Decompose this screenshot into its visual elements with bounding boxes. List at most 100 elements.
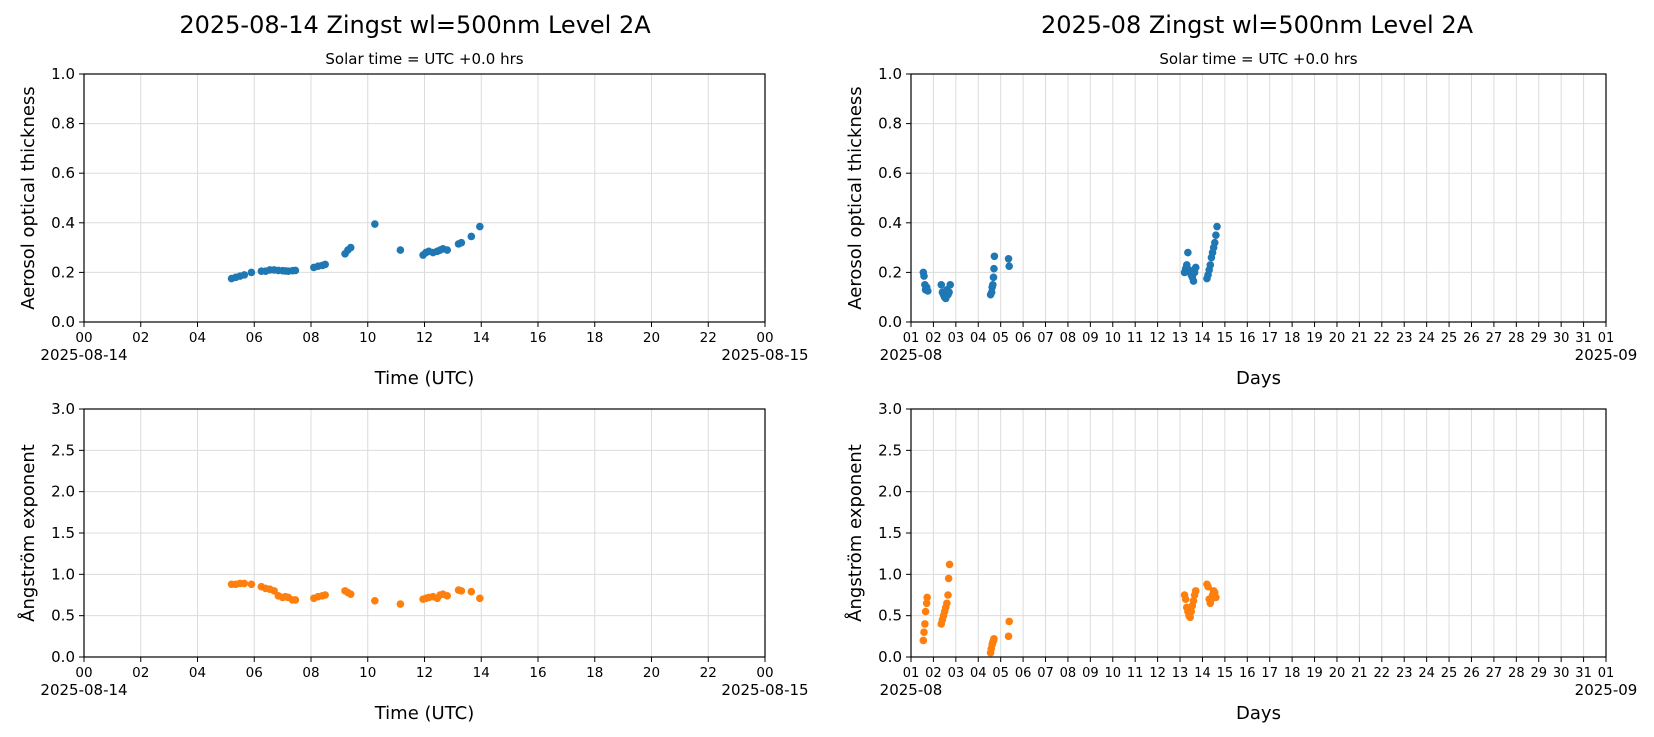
data-point [270, 587, 278, 595]
data-point [1187, 607, 1196, 616]
data-point [1212, 231, 1220, 239]
data-point [321, 591, 329, 599]
y-tick-label: 1.0 [51, 65, 75, 83]
data-point [1004, 632, 1013, 641]
x-tick-label: 16 [529, 665, 546, 681]
y-tick-label: 0.4 [51, 214, 75, 232]
data-point [291, 266, 300, 275]
x-tick-label: 08 [302, 330, 319, 346]
x-tick-label: 25 [1441, 331, 1458, 346]
y-tick-label: 1.5 [51, 524, 75, 542]
data-point [1004, 254, 1013, 263]
data-point [944, 574, 953, 583]
x-axis-label: Days [1236, 703, 1281, 724]
x-tick-label: 29 [1530, 666, 1547, 681]
x-tick-label: 14 [1194, 666, 1211, 681]
data-point [921, 620, 929, 628]
y-tick-label: 3.0 [51, 400, 75, 418]
x-tick-label: 22 [700, 665, 717, 681]
x-tick-label: 13 [1172, 331, 1189, 346]
data-point [1005, 262, 1013, 271]
data-point [1005, 617, 1013, 626]
x-tick-label: 20 [643, 330, 660, 346]
x-axis-label: Time (UTC) [374, 703, 475, 724]
x-tick-label: 20 [643, 665, 660, 681]
data-point [467, 232, 476, 241]
x-tick-label: 11 [1127, 666, 1144, 681]
x-tick-label: 15 [1217, 331, 1234, 346]
data-point [937, 281, 946, 289]
data-point [921, 607, 930, 616]
x-anchor-end: 2025-09 [1575, 681, 1638, 699]
x-tick-label: 09 [1082, 666, 1099, 681]
chart-panel-monthly-aot: 01 02 03 04 05 06 07 08 09 10 11 12 13 14 15 16 17 18 19 20… [845, 50, 1637, 389]
x-tick-label: 26 [1463, 331, 1480, 346]
y-tick-label: 0.0 [51, 648, 75, 666]
x-tick-label: 04 [189, 330, 206, 346]
x-tick-label: 20 [1329, 331, 1346, 346]
data-point [919, 636, 928, 645]
y-tick-label: 0.0 [51, 313, 75, 331]
data-point [990, 264, 998, 273]
x-tick-label: 10 [359, 330, 376, 346]
x-tick-label: 02 [132, 665, 149, 681]
x-tick-label: 04 [189, 665, 206, 681]
x-tick-label: 00 [756, 665, 773, 681]
x-tick-label: 08 [302, 665, 319, 681]
x-tick-label: 23 [1396, 331, 1413, 346]
x-tick-label: 10 [359, 665, 376, 681]
x-tick-label: 17 [1261, 666, 1278, 681]
x-anchor-end: 2025-08-15 [721, 346, 808, 364]
data-point [371, 220, 379, 228]
x-tick-label: 15 [1217, 666, 1234, 681]
x-tick-label: 00 [75, 665, 92, 681]
data-point [371, 596, 379, 605]
chart-subtitle: Solar time = UTC +0.0 hrs [1159, 50, 1357, 68]
x-tick-label: 01 [1598, 666, 1615, 681]
data-point [321, 260, 329, 269]
x-tick-label: 25 [1441, 666, 1458, 681]
y-tick-label: 0.5 [51, 607, 75, 625]
data-point [247, 580, 256, 589]
x-tick-label: 27 [1486, 666, 1503, 681]
x-tick-label: 07 [1037, 331, 1054, 346]
x-tick-label: 14 [473, 665, 490, 681]
x-tick-label: 30 [1553, 666, 1570, 681]
y-axis-label: Aerosol optical thickness [18, 86, 39, 309]
y-tick-label: 2.0 [51, 483, 75, 501]
data-point [1186, 613, 1194, 622]
x-tick-label: 06 [1015, 331, 1032, 346]
data-point [945, 288, 953, 297]
data-point [396, 600, 405, 608]
x-tick-label: 04 [970, 331, 987, 346]
y-tick-label: 1.0 [878, 565, 902, 583]
x-tick-label: 06 [246, 330, 263, 346]
chart-subtitle: Solar time = UTC +0.0 hrs [325, 50, 523, 68]
x-tick-label: 12 [416, 330, 433, 346]
data-point [443, 592, 452, 600]
chart-panel-daily-aot: 00 02 04 06 08 10 12 14 16 18 20 22 000.00.20.40.60.… [18, 50, 809, 389]
x-tick-label: 17 [1261, 331, 1278, 346]
data-point [240, 579, 249, 588]
x-tick-label: 08 [1060, 331, 1077, 346]
x-tick-label: 10 [1105, 666, 1122, 681]
y-tick-label: 0.6 [51, 164, 75, 182]
x-tick-label: 05 [992, 666, 1009, 681]
x-tick-label: 03 [948, 666, 965, 681]
x-anchor-start: 2025-08-14 [40, 346, 127, 364]
x-tick-label: 00 [756, 330, 773, 346]
data-point [990, 252, 999, 261]
data-point [923, 593, 931, 602]
x-anchor-start: 2025-08 [880, 346, 943, 364]
data-point [1191, 587, 1200, 595]
y-axis-label: Aerosol optical thickness [845, 86, 866, 309]
y-tick-label: 0.6 [878, 164, 902, 182]
data-point [457, 238, 466, 247]
data-point [467, 587, 476, 596]
data-point [990, 635, 998, 643]
x-tick-label: 24 [1418, 666, 1435, 681]
y-tick-label: 0.2 [51, 263, 75, 281]
x-axis-label: Days [1236, 368, 1281, 389]
left-figure-title: 2025-08-14 Zingst wl=500nm Level 2A [179, 11, 651, 39]
